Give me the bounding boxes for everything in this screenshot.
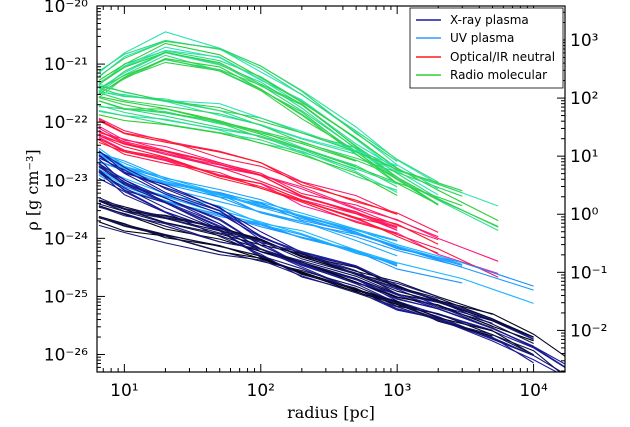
x-tick-label: 10¹ <box>110 381 138 401</box>
tick-labels: 10¹ 10² 10³ 10⁴ 10⁻²⁶ 10⁻²⁵ 10⁻²⁴ 10⁻²³ 10⁻²² 10⁻… <box>44 0 608 401</box>
right-y-tick-label: 10⁰ <box>570 205 599 225</box>
series-line <box>98 85 463 192</box>
series-line <box>98 215 534 356</box>
right-y-tick-label: 10⁻² <box>570 321 607 341</box>
series-line <box>98 132 439 238</box>
series-line <box>98 87 463 194</box>
x-tick-label: 10⁴ <box>519 381 548 401</box>
series-line <box>98 154 463 264</box>
series-lines <box>98 31 565 372</box>
series-line <box>98 96 357 162</box>
right-y-tick-label: 10⁻¹ <box>570 263 607 283</box>
series-line <box>98 135 398 231</box>
series-line <box>98 152 398 242</box>
series-line <box>98 114 398 196</box>
series-line <box>98 205 534 347</box>
series-line <box>98 92 463 197</box>
series-line <box>98 106 398 188</box>
series-line <box>98 224 534 356</box>
x-tick-label: 10² <box>247 381 275 401</box>
legend-label-uv: UV plasma <box>450 31 514 45</box>
y-tick-label: 10⁻²⁰ <box>44 0 88 17</box>
right-y-tick-label: 10³ <box>570 31 598 51</box>
y-axis-title: ρ [g cm⁻³] <box>23 149 42 230</box>
series-line <box>98 110 398 191</box>
series-line <box>98 51 499 228</box>
y-tick-label: 10⁻²¹ <box>44 55 88 75</box>
series-line <box>98 51 499 228</box>
x-axis-title: radius [pc] <box>287 403 375 422</box>
series-line <box>98 40 398 162</box>
right-y-tick-label: 10² <box>570 89 598 109</box>
x-tick-label: 10³ <box>383 381 411 401</box>
series-line <box>98 58 439 205</box>
series-line <box>98 39 439 183</box>
series-line <box>98 200 439 301</box>
right-y-tick-label: 10¹ <box>570 147 598 167</box>
series-line <box>98 138 439 254</box>
series-line <box>98 206 493 324</box>
legend-label-radio: Radio molecular <box>450 68 547 82</box>
y-tick-label: 10⁻²² <box>44 113 88 133</box>
series-line <box>98 120 398 215</box>
series-line <box>98 42 499 222</box>
series-line <box>98 200 534 338</box>
legend-label-xray: X-ray plasma <box>450 13 529 27</box>
y-tick-label: 10⁻²⁵ <box>44 287 88 307</box>
series-line <box>98 216 534 356</box>
series-line <box>98 203 534 344</box>
series-line <box>98 167 534 304</box>
legend: X-ray plasma UV plasma Optical/IR neutra… <box>409 7 564 89</box>
series-line <box>98 61 439 205</box>
series-line <box>98 54 439 206</box>
series-line <box>98 147 398 242</box>
y-tick-label: 10⁻²⁶ <box>44 346 88 366</box>
series-line <box>98 197 439 298</box>
series-line <box>98 100 463 207</box>
series-line <box>98 141 398 235</box>
series-line <box>98 40 439 190</box>
legend-label-optical: Optical/IR neutral <box>450 50 555 64</box>
y-tick-label: 10⁻²⁴ <box>44 229 88 249</box>
series-line <box>98 130 439 245</box>
axis-ticks <box>97 5 565 373</box>
y-tick-label: 10⁻²³ <box>44 171 88 191</box>
series-line <box>98 151 463 265</box>
